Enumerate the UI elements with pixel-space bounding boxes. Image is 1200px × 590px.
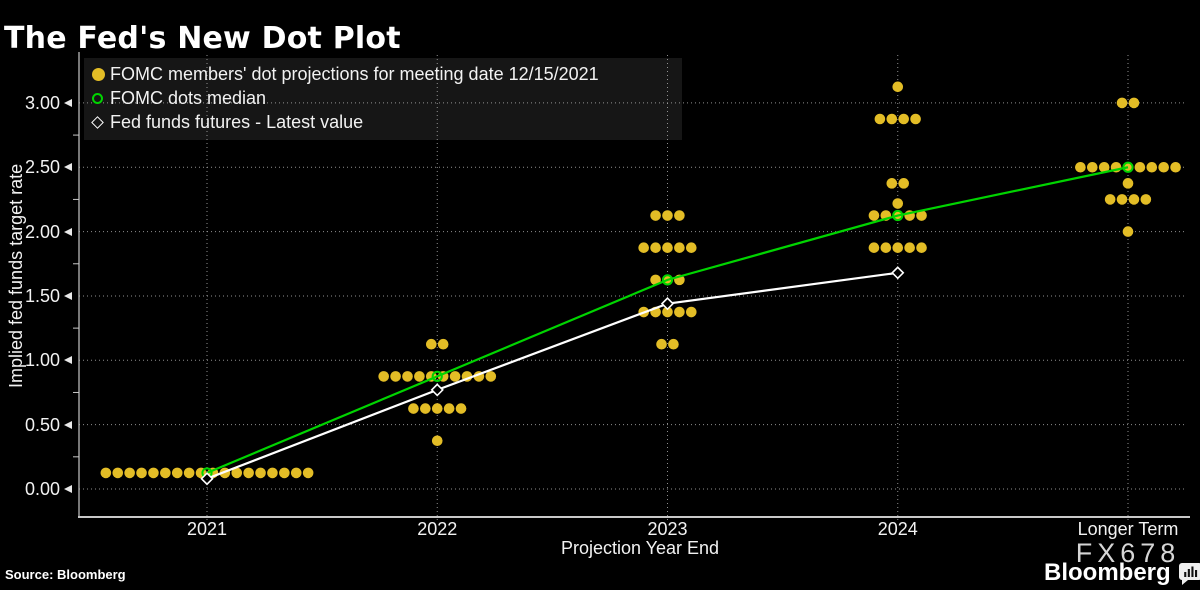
- fomc-dot: [148, 467, 159, 479]
- bloomberg-logo: Bloomberg: [1044, 559, 1200, 587]
- fomc-dot: [650, 210, 661, 221]
- bar-chart-bubble-icon: [1178, 562, 1200, 585]
- median-marker: [892, 209, 904, 222]
- fomc-dot: [1128, 97, 1140, 109]
- futures-marker: [660, 297, 675, 311]
- source-attribution: Source: Bloomberg: [5, 567, 126, 582]
- median-line: [206, 166, 1129, 474]
- fomc-dot: [1134, 161, 1146, 173]
- futures-marker: [430, 383, 444, 397]
- fomc-dot: [426, 338, 437, 350]
- fomc-dot: [279, 467, 290, 479]
- fomc-dot: [414, 371, 425, 382]
- median-marker: [431, 370, 443, 382]
- fomc-dot: [302, 467, 314, 479]
- fomc-dot: [674, 210, 685, 221]
- bloomberg-logo-text: Bloomberg: [1044, 559, 1171, 586]
- fomc-dot: [1104, 194, 1116, 205]
- fomc-dot: [243, 467, 254, 479]
- fomc-dot: [892, 242, 904, 253]
- fomc-dot: [868, 210, 880, 221]
- fomc-dot: [892, 198, 904, 209]
- fomc-dot: [904, 242, 915, 253]
- fomc-dot: [124, 467, 135, 479]
- fomc-dot: [1170, 161, 1181, 173]
- fomc-dot: [668, 338, 679, 350]
- median-marker: [661, 274, 674, 286]
- fomc-dot: [160, 467, 171, 479]
- fomc-dot: [171, 467, 183, 479]
- fomc-dot: [1098, 161, 1110, 173]
- fomc-dot: [255, 467, 266, 479]
- fomc-dot: [686, 306, 697, 318]
- fomc-dot: [420, 403, 431, 414]
- fomc-dot: [898, 113, 909, 125]
- median-marker: [1122, 161, 1134, 173]
- fomc-dot: [443, 403, 455, 414]
- fomc-dot: [650, 242, 661, 253]
- futures-line: [206, 271, 898, 480]
- fomc-dot: [674, 242, 685, 253]
- fomc-dot: [1087, 161, 1098, 173]
- fomc-dot: [183, 467, 195, 479]
- fomc-dot: [408, 403, 419, 414]
- fomc-dot: [874, 113, 886, 125]
- fomc-dot: [1122, 178, 1134, 189]
- fomc-dot: [402, 371, 413, 382]
- fomc-dot: [485, 371, 497, 382]
- fomc-dot: [455, 403, 467, 414]
- fomc-dot: [437, 338, 449, 350]
- fomc-dot: [390, 371, 401, 382]
- fomc-dot: [916, 242, 927, 253]
- futures-marker: [891, 266, 905, 280]
- fomc-dot: [136, 467, 147, 479]
- fomc-dot: [886, 178, 898, 189]
- fomc-dot: [662, 210, 673, 221]
- fomc-dot: [898, 178, 909, 189]
- fomc-dot: [1128, 194, 1140, 205]
- fomc-dot: [674, 306, 685, 318]
- fomc-dot: [112, 467, 124, 479]
- fomc-dot: [1158, 161, 1169, 173]
- fomc-dot: [1075, 161, 1086, 173]
- fomc-dot: [431, 435, 443, 447]
- fomc-dot: [231, 467, 243, 479]
- fomc-dot: [1140, 194, 1152, 205]
- fomc-dot: [656, 338, 667, 350]
- fomc-dot: [1122, 226, 1134, 237]
- fomc-dot: [378, 371, 390, 382]
- fomc-dot: [892, 81, 904, 93]
- futures-marker: [200, 472, 214, 486]
- fomc-dot: [1146, 161, 1158, 173]
- fomc-dot: [662, 242, 673, 253]
- fomc-dot: [431, 403, 443, 414]
- fomc-dot: [868, 242, 880, 253]
- fomc-dot: [650, 274, 661, 286]
- fomc-dot: [916, 210, 927, 221]
- fomc-dot: [910, 113, 921, 125]
- fomc-dot: [1116, 97, 1128, 109]
- fomc-dot: [886, 113, 898, 125]
- fomc-dot: [1116, 194, 1128, 205]
- fomc-dot: [267, 467, 278, 479]
- fomc-dot: [662, 306, 673, 318]
- fomc-dot: [449, 371, 461, 382]
- fomc-dot: [880, 242, 892, 253]
- plot-area: [73, 52, 1190, 523]
- legend-background: [84, 58, 682, 140]
- fomc-dot: [638, 242, 649, 253]
- fomc-dot: [290, 467, 302, 479]
- fomc-dot: [100, 467, 112, 479]
- fomc-dot: [686, 242, 697, 253]
